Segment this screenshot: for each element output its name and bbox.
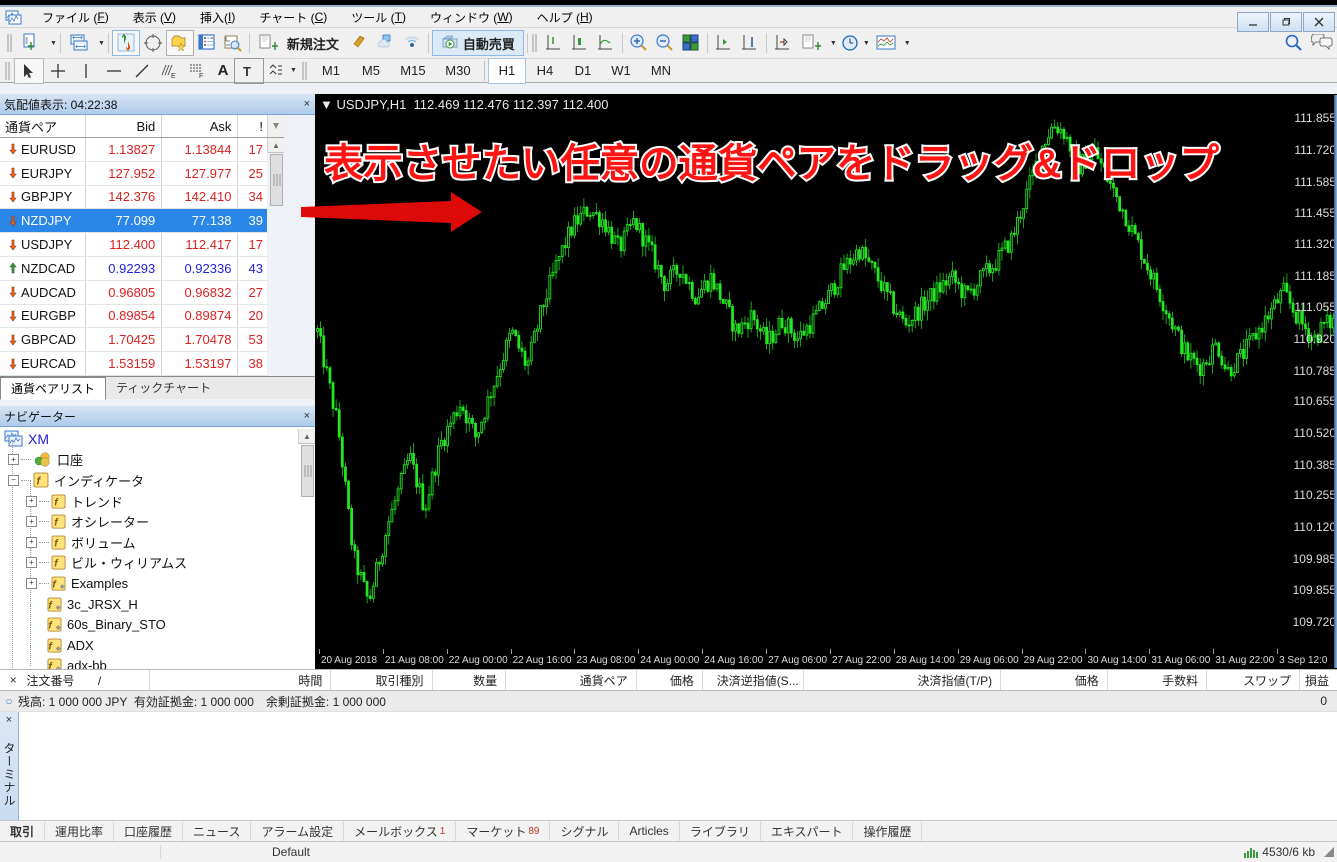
svg-text:表示させたい任意の通貨ペアをドラッグ&ドロップ: 表示させたい任意の通貨ペアをドラッグ&ドロップ [324,142,1219,186]
svg-text:E: E [171,73,176,79]
svg-text:T: T [243,64,251,78]
svg-text:F: F [199,73,203,79]
